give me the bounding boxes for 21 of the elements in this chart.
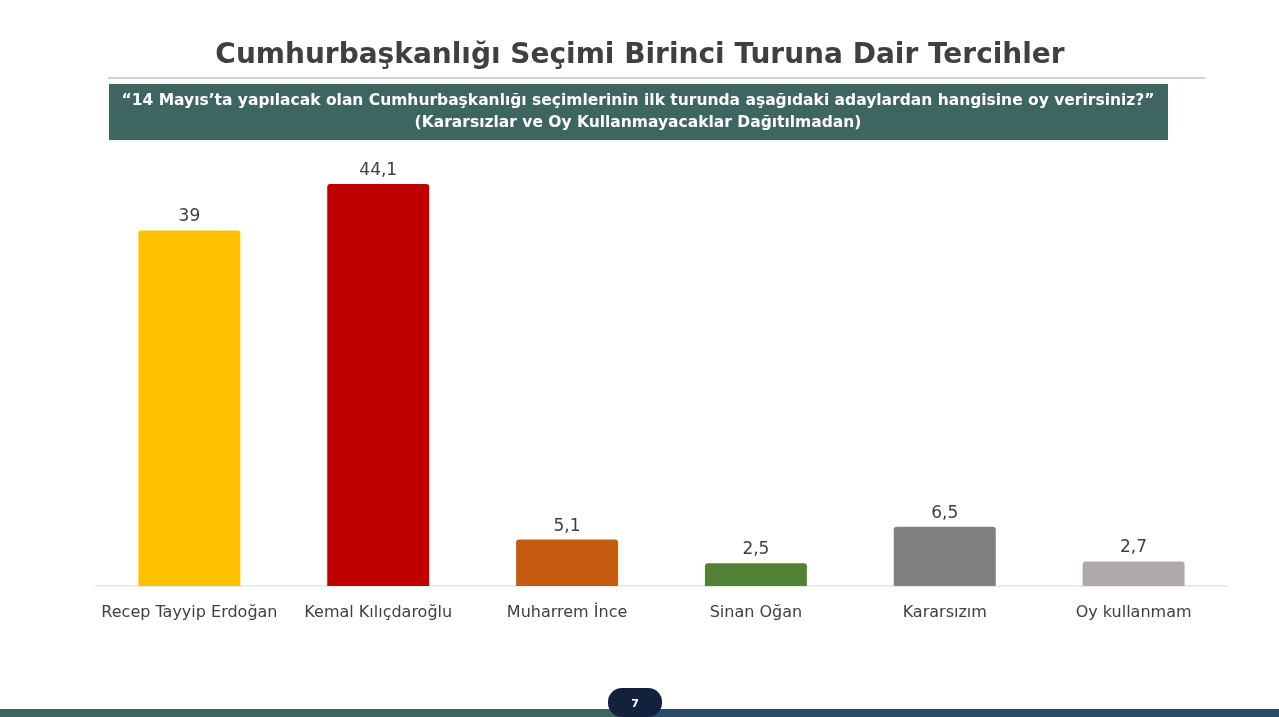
data-label: 2,7 xyxy=(1120,536,1148,557)
data-label: 5,1 xyxy=(553,514,581,535)
x-tick-label: Kararsızım xyxy=(902,602,987,621)
x-tick-label: Muharrem İnce xyxy=(506,602,628,621)
x-tick-label: Recep Tayyip Erdoğan xyxy=(101,602,278,621)
x-tick-label: Kemal Kılıçdaroğlu xyxy=(304,602,453,621)
bar xyxy=(516,539,619,586)
bar xyxy=(704,563,807,586)
data-label: 44,1 xyxy=(359,159,398,179)
chart-title: Cumhurbaşkanlığı Seçimi Birinci Turuna Dair Tercihler xyxy=(215,37,1065,70)
data-label: 2,5 xyxy=(742,538,770,559)
bar xyxy=(893,526,996,586)
x-tick-label: Oy kullanmam xyxy=(1075,602,1192,621)
x-tick-label: Sinan Oğan xyxy=(709,602,803,621)
bar xyxy=(327,184,430,586)
chart-subtitle: “14 Mayıs’ta yapılacak olan Cumhurbaşkanlığı seçimlerinin ilk turunda aşağıdaki adaylardan hangisine oy verirsiniz?” (Kararsızlar ve Oy Kullanmayacaklar Dağıtılmadan) xyxy=(121,91,1155,131)
data-label: 39 xyxy=(178,205,201,226)
bar xyxy=(1082,561,1185,586)
text: 7 xyxy=(631,697,639,710)
bar xyxy=(138,230,241,586)
data-label: 6,5 xyxy=(931,501,959,522)
